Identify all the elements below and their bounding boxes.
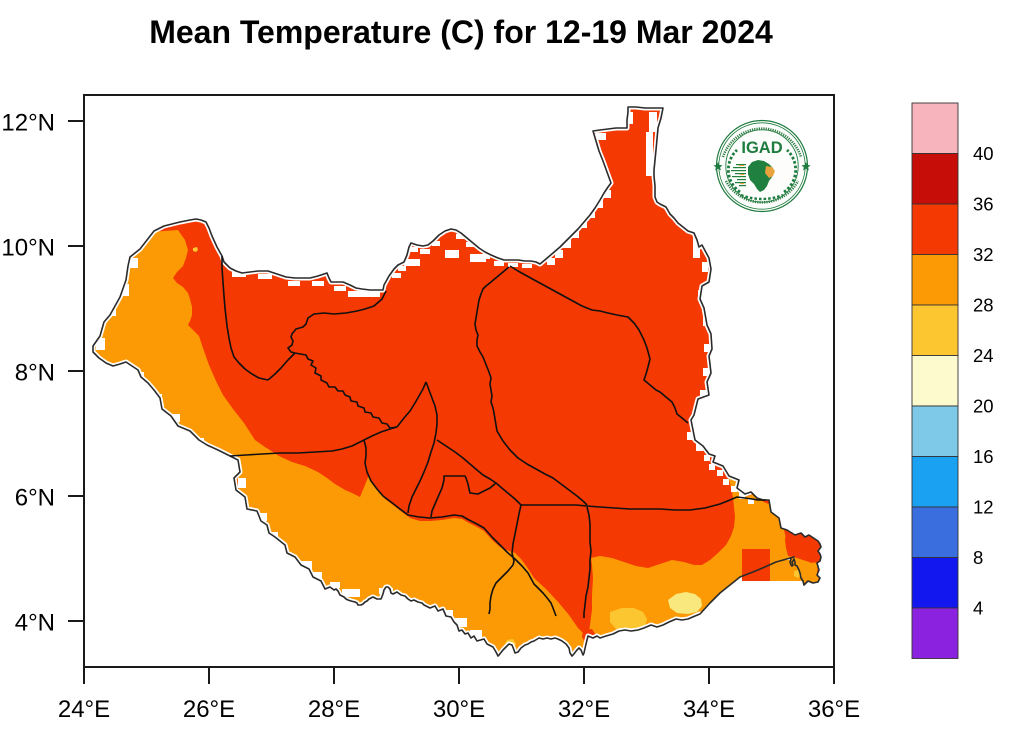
svg-text:26°E: 26°E xyxy=(183,696,235,723)
svg-text:36°E: 36°E xyxy=(808,696,860,723)
svg-text:8: 8 xyxy=(973,547,983,568)
svg-text:30°E: 30°E xyxy=(433,696,485,723)
svg-text:4°N: 4°N xyxy=(15,610,55,637)
svg-text:36: 36 xyxy=(973,194,994,215)
svg-text:20: 20 xyxy=(973,396,994,417)
svg-text:8°N: 8°N xyxy=(15,360,55,387)
svg-text:34°E: 34°E xyxy=(683,696,735,723)
svg-text:12: 12 xyxy=(973,497,994,518)
svg-text:28: 28 xyxy=(973,295,994,316)
svg-text:10°N: 10°N xyxy=(1,235,55,262)
svg-text:12°N: 12°N xyxy=(1,110,55,137)
svg-text:4: 4 xyxy=(973,598,983,619)
svg-text:24: 24 xyxy=(973,345,994,366)
svg-text:32: 32 xyxy=(973,244,994,265)
svg-text:16: 16 xyxy=(973,446,994,467)
svg-text:40: 40 xyxy=(973,143,994,164)
svg-text:32°E: 32°E xyxy=(558,696,610,723)
svg-text:6°N: 6°N xyxy=(15,485,55,512)
svg-text:IGAD: IGAD xyxy=(741,139,782,157)
svg-text:28°E: 28°E xyxy=(308,696,360,723)
svg-text:24°E: 24°E xyxy=(58,696,110,723)
